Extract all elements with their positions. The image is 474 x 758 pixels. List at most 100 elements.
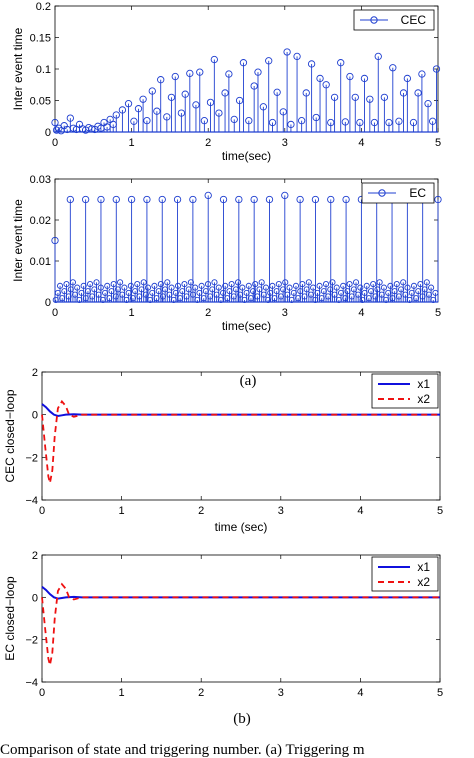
stem-marker	[298, 117, 306, 125]
stem-marker	[215, 109, 223, 117]
stem-marker	[143, 117, 151, 125]
stem-marker	[250, 82, 258, 90]
stem-marker	[370, 118, 379, 127]
x-tick-label: 1	[129, 137, 135, 149]
y-tick-label: −4	[25, 495, 38, 507]
y-tick-label: 2	[32, 367, 38, 379]
stem-marker	[283, 48, 291, 56]
stem-marker	[378, 291, 385, 298]
stem-marker	[87, 281, 94, 288]
stem-marker	[409, 118, 418, 127]
x-tick-label: 0	[39, 687, 45, 699]
stem-marker	[341, 118, 349, 126]
stem-marker	[206, 98, 215, 107]
stem-marker	[344, 288, 351, 295]
stem-marker	[173, 195, 182, 204]
stem-marker	[112, 195, 120, 204]
legend-box	[361, 182, 435, 204]
stem-marker	[410, 282, 417, 289]
stem-marker	[351, 93, 359, 102]
y-axis-label: CEC closed−loop	[3, 389, 17, 482]
stem-marker	[230, 293, 237, 300]
stem-marker	[346, 72, 354, 81]
stem-marker	[226, 288, 233, 295]
stem-marker	[342, 295, 349, 302]
stem-marker	[213, 291, 220, 298]
stem-marker	[395, 293, 402, 300]
x-tick-label: 3	[282, 137, 288, 149]
stem-marker	[301, 293, 308, 300]
stem-marker	[89, 293, 96, 300]
stem-marker	[415, 288, 422, 295]
stem-marker	[140, 279, 147, 286]
stem-marker	[134, 281, 141, 288]
stem-marker	[78, 289, 85, 296]
stem-marker	[281, 191, 289, 200]
stem-marker	[421, 286, 428, 293]
stem-marker	[357, 284, 364, 291]
stem-marker	[423, 279, 430, 286]
stem-marker	[196, 68, 204, 76]
stem-marker	[360, 74, 369, 83]
stem-marker	[356, 118, 364, 127]
stem-marker	[387, 282, 394, 289]
stem-marker	[112, 111, 120, 119]
x-tick-label: 1	[129, 307, 135, 319]
stem-marker	[177, 109, 186, 117]
stem-marker	[254, 68, 262, 76]
stem-marker	[185, 286, 192, 293]
stem-marker	[268, 118, 277, 127]
stem-marker	[138, 286, 145, 293]
stem-marker	[265, 195, 274, 204]
legend-box	[371, 373, 439, 409]
stem-marker	[434, 195, 442, 204]
stem-marker	[59, 295, 66, 302]
stem-marker	[320, 288, 327, 295]
y-tick-label: 0	[32, 592, 38, 604]
stem-marker	[127, 282, 134, 289]
stem-marker	[355, 291, 362, 298]
stem-marker	[346, 281, 353, 288]
stem-marker	[350, 286, 357, 293]
stem-marker	[209, 286, 216, 293]
legend-label: x1	[417, 377, 430, 391]
stem-marker	[243, 289, 250, 296]
stem-marker	[314, 289, 321, 296]
stem-marker	[215, 284, 222, 291]
y-tick-label: −2	[25, 635, 38, 647]
x-tick-label: 3	[282, 307, 288, 319]
stem-marker	[302, 89, 310, 97]
stem-marker	[198, 282, 205, 289]
stem-marker	[322, 81, 330, 89]
y-tick-label: 0.2	[36, 1, 51, 13]
stem-marker	[225, 70, 233, 78]
stem-marker	[428, 284, 435, 291]
stem-marker	[403, 74, 412, 83]
stem-marker	[254, 293, 261, 300]
stem-marker	[174, 282, 182, 289]
stem-marker	[370, 281, 377, 288]
stem-marker	[159, 293, 167, 300]
stem-marker	[267, 289, 274, 296]
x-tick-label: 3	[278, 505, 284, 517]
legend-swatch-marker	[378, 189, 386, 197]
plot-frame	[41, 554, 441, 683]
stem-marker	[52, 126, 61, 134]
stem-marker	[286, 284, 293, 291]
stem-marker	[413, 295, 420, 302]
stem-marker	[402, 291, 409, 298]
stem-marker	[296, 195, 304, 204]
stem-marker	[247, 295, 254, 302]
stem-marker	[127, 195, 136, 204]
stem-marker	[230, 115, 238, 124]
stem-marker	[130, 117, 138, 125]
stem-marker	[252, 281, 259, 288]
stem-marker	[398, 286, 405, 293]
y-tick-label: −2	[25, 452, 38, 464]
stem-marker	[279, 108, 287, 116]
stem-marker	[112, 293, 119, 300]
stem-marker	[235, 279, 242, 286]
y-tick-label: 0.02	[30, 215, 51, 227]
stem-marker	[250, 195, 258, 204]
stem-marker	[425, 291, 433, 298]
